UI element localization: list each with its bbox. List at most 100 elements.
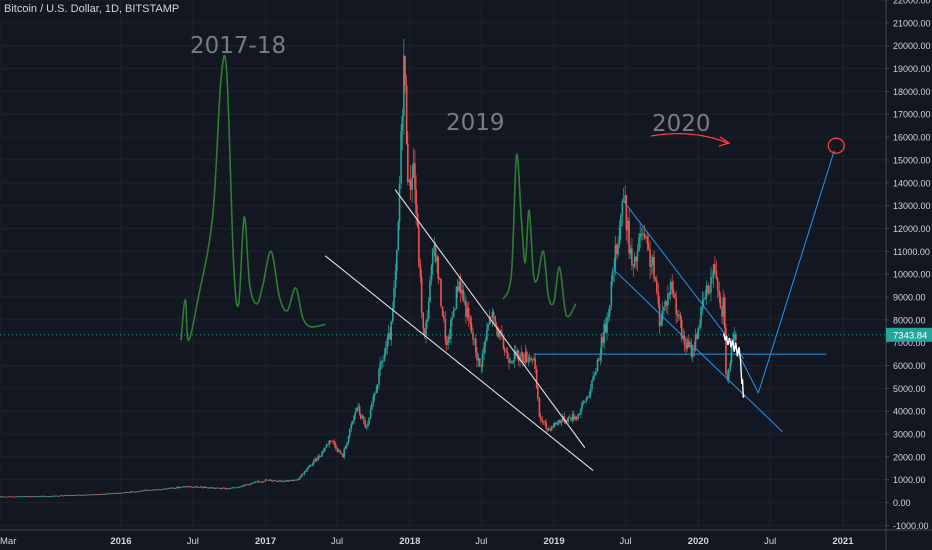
candle-body (686, 341, 689, 349)
candle-body (436, 256, 438, 262)
candle-body (699, 324, 701, 328)
candle-body (226, 488, 228, 490)
candle-body (683, 335, 686, 346)
candle-body (4, 496, 7, 498)
y-tick-label: 8000.00 (893, 315, 926, 325)
candle-body (210, 487, 213, 489)
candle-body (8, 496, 11, 498)
y-tick-label: -1000.00 (893, 521, 929, 531)
candle-body (433, 244, 436, 250)
candle-body (213, 487, 215, 489)
y-tick-label: 9000.00 (893, 292, 926, 302)
candle-body (716, 278, 719, 291)
candle-body (584, 401, 586, 402)
candle-body (242, 485, 245, 487)
candle-body (593, 374, 596, 377)
candle-body (368, 417, 370, 424)
candle-body (653, 256, 655, 279)
candle-body (523, 361, 525, 363)
candle-body (459, 281, 462, 294)
y-tick-label: 0.00 (893, 498, 911, 508)
candle-body (635, 256, 638, 262)
candle-body (47, 496, 50, 498)
candle-body (490, 316, 492, 318)
candle-body (84, 494, 87, 496)
candle-body (243, 484, 246, 487)
candle-body (522, 352, 524, 362)
candle-body (347, 436, 350, 444)
blue-projection-line (757, 150, 835, 394)
candle-body (224, 488, 227, 489)
candle-body (181, 486, 184, 488)
candle-body (627, 220, 629, 231)
candle-body (701, 300, 704, 307)
y-tick-label: 1000.00 (893, 475, 926, 485)
candle-body (585, 398, 588, 402)
candle-series (0, 38, 737, 498)
candle-body (658, 304, 661, 326)
candle-body (575, 416, 578, 420)
candle-body (516, 350, 519, 354)
candle-body (79, 494, 82, 496)
candle-body (477, 358, 480, 361)
candle-body (365, 426, 368, 428)
x-tick-label: Jul (619, 536, 631, 547)
candle-body (176, 486, 178, 489)
candle-body (87, 494, 90, 496)
candle-body (647, 243, 650, 250)
candle-body (256, 481, 259, 483)
candle-body (113, 492, 116, 494)
candle-body (447, 336, 449, 345)
candle-body (425, 322, 427, 336)
candle-body (389, 332, 391, 340)
candle-body (227, 488, 229, 490)
candle-body (703, 299, 705, 301)
candle-body (672, 288, 675, 294)
candle-body (704, 297, 707, 300)
candle-body (586, 397, 589, 399)
candle-body (715, 270, 718, 279)
candle-body (185, 486, 188, 488)
candle-body (154, 489, 156, 491)
candle-body (581, 402, 583, 409)
candle-body (198, 486, 200, 488)
candle-body (7, 496, 10, 498)
candle-body (1, 496, 4, 498)
white-channel-upper (394, 189, 586, 449)
current-price-tag-bg (886, 327, 932, 342)
candle-body (667, 293, 669, 306)
candle-body (357, 406, 359, 408)
x-tick-label: Mar (0, 536, 16, 547)
candle-body (508, 358, 510, 363)
candle-body (138, 491, 141, 492)
candle-body (412, 163, 415, 178)
candle-body (571, 414, 574, 421)
candle-body (414, 163, 416, 190)
candle-body (112, 492, 115, 494)
candle-body (50, 496, 52, 498)
price-axis-bg (886, 0, 932, 550)
candle-body (595, 371, 597, 375)
candle-body (35, 496, 37, 497)
candle-body (605, 323, 607, 333)
candle-body (657, 292, 660, 305)
candle-body (577, 413, 579, 420)
candle-body (582, 401, 585, 403)
candle-body (124, 491, 127, 493)
candle-body (80, 494, 83, 496)
candle-body (680, 319, 683, 339)
candle-body (616, 245, 618, 255)
candle-body (725, 327, 727, 375)
candle-body (118, 492, 120, 494)
candle-body (560, 420, 563, 424)
candle-body (566, 419, 568, 422)
candle-body (705, 285, 708, 298)
candle-body (261, 481, 264, 483)
candle-body (580, 408, 582, 414)
candle-body (216, 487, 218, 489)
candle-body (696, 334, 698, 339)
candle-body (32, 496, 34, 498)
candle-body (68, 495, 70, 496)
candle-body (545, 422, 547, 429)
